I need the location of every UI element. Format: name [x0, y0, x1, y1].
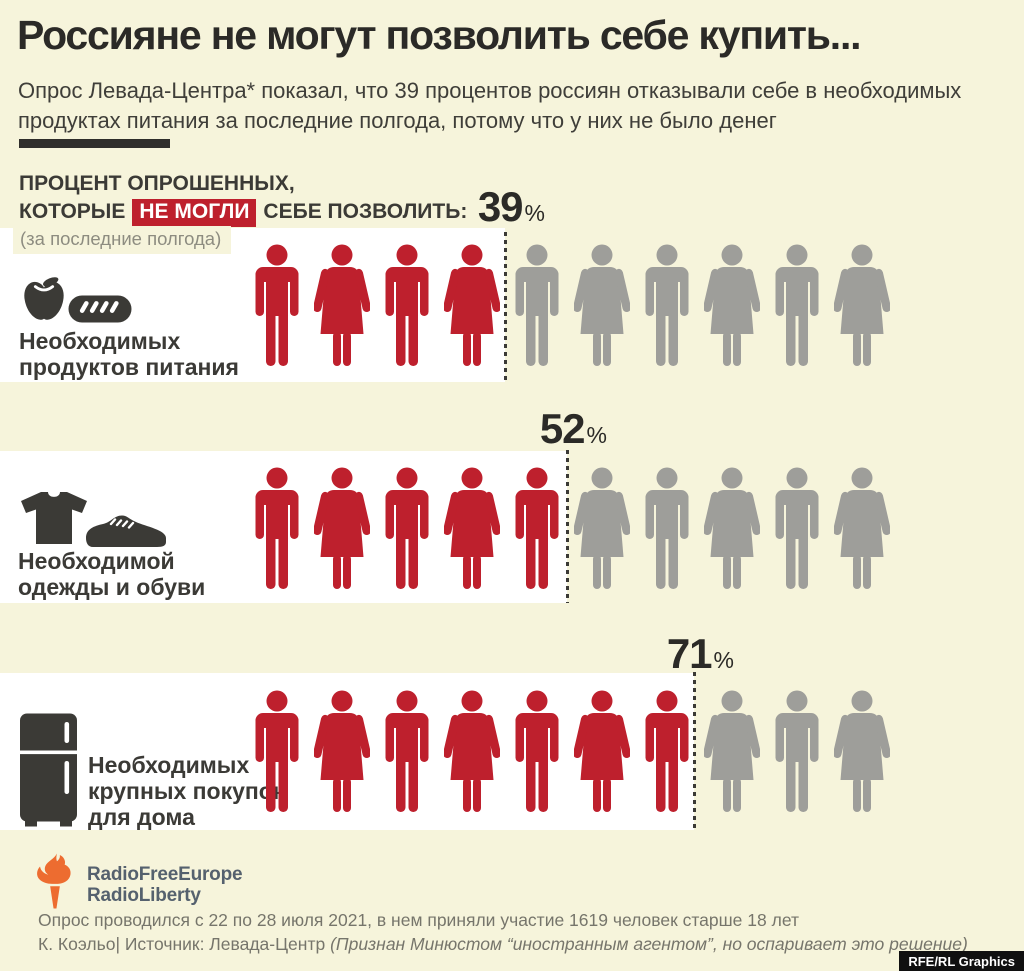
row2-percent-dashed-line: [566, 450, 569, 603]
legend-highlight: НЕ МОГЛИ: [132, 199, 257, 227]
gray-male-person-figure: [775, 467, 819, 589]
legend-line2: КОТОРЫЕ НЕ МОГЛИ СЕБЕ ПОЗВОЛИТЬ:: [19, 199, 467, 227]
gray-male-person-figure: [775, 244, 819, 366]
gray-male-person-figure: [645, 467, 689, 589]
shoe-icon: [86, 515, 166, 547]
red-female-person-figure: [574, 690, 630, 812]
row3-percent-sign: %: [713, 647, 734, 673]
red-female-person-figure: [444, 244, 500, 366]
gray-female-person-figure: [834, 690, 890, 812]
gray-female-person-figure: [704, 244, 760, 366]
red-male-person-figure: [385, 467, 429, 589]
row1-percent-number: 39: [477, 183, 524, 230]
footnote-survey: Опрос проводился с 22 по 28 июля 2021, в…: [38, 910, 799, 930]
row3-percent-label: 71%: [594, 633, 734, 675]
gray-male-person-figure: [775, 690, 819, 812]
red-male-person-figure: [515, 690, 559, 812]
graphics-credit-badge: RFE/RL Graphics: [899, 951, 1024, 971]
title-divider-bar: [19, 139, 170, 148]
row1-percent-sign: %: [524, 200, 545, 226]
red-female-person-figure: [314, 690, 370, 812]
row3-percent-number: 71: [666, 630, 713, 677]
red-male-person-figure: [255, 690, 299, 812]
row2-percent-label: 52%: [467, 408, 607, 450]
bread-icon: [68, 295, 132, 323]
page-title: Россияне не могут позволить себе купить.…: [17, 12, 862, 58]
legend-line2-prefix: КОТОРЫЕ: [19, 200, 126, 223]
red-male-person-figure: [255, 244, 299, 366]
gray-female-person-figure: [704, 467, 760, 589]
rferl-logo-line1: RadioFreeEurope: [87, 864, 243, 885]
row2-category-label: Необходимой одежды и обуви: [18, 548, 206, 600]
row2-percent-sign: %: [586, 422, 607, 448]
rferl-torch-logo-icon: [37, 853, 71, 909]
gray-female-person-figure: [574, 467, 630, 589]
page-subtitle: Опрос Левада-Центра* показал, что 39 про…: [18, 78, 962, 133]
gray-female-person-figure: [834, 467, 890, 589]
red-female-person-figure: [444, 690, 500, 812]
red-female-person-figure: [314, 467, 370, 589]
red-male-person-figure: [385, 690, 429, 812]
gray-female-person-figure: [574, 244, 630, 366]
red-male-person-figure: [645, 690, 689, 812]
fridge-icon: [20, 713, 77, 827]
red-female-person-figure: [444, 467, 500, 589]
rferl-logo-text: RadioFreeEurope RadioLiberty: [87, 864, 243, 906]
gray-male-person-figure: [645, 244, 689, 366]
legend-note: (за последние полгода): [13, 226, 232, 254]
row1-percent-label: 39%: [405, 186, 545, 228]
legend-line2-suffix: СЕБЕ ПОЗВОЛИТЬ:: [263, 200, 468, 223]
rferl-logo-line2: RadioLiberty: [87, 885, 201, 906]
gray-female-person-figure: [834, 244, 890, 366]
legend-line1: ПРОЦЕНТ ОПРОШЕННЫХ,: [19, 172, 295, 195]
row1-percent-dashed-line: [504, 232, 507, 382]
tshirt-icon: [21, 492, 87, 544]
apple-icon: [24, 277, 64, 320]
red-male-person-figure: [255, 467, 299, 589]
row2-percent-number: 52: [539, 405, 586, 452]
footnote-source-prefix: К. Коэльо| Источник: Левада-Центр: [38, 934, 331, 954]
footnote-source-italic: (Признан Минюстом “иностранным агентом”,…: [330, 934, 968, 954]
row3-percent-dashed-line: [693, 672, 696, 830]
gray-male-person-figure: [515, 244, 559, 366]
red-male-person-figure: [515, 467, 559, 589]
red-female-person-figure: [314, 244, 370, 366]
gray-female-person-figure: [704, 690, 760, 812]
red-male-person-figure: [385, 244, 429, 366]
row1-category-label: Необходимых продуктов питания: [19, 328, 239, 380]
footnote-source: К. Коэльо| Источник: Левада-Центр (Призн…: [38, 934, 968, 955]
